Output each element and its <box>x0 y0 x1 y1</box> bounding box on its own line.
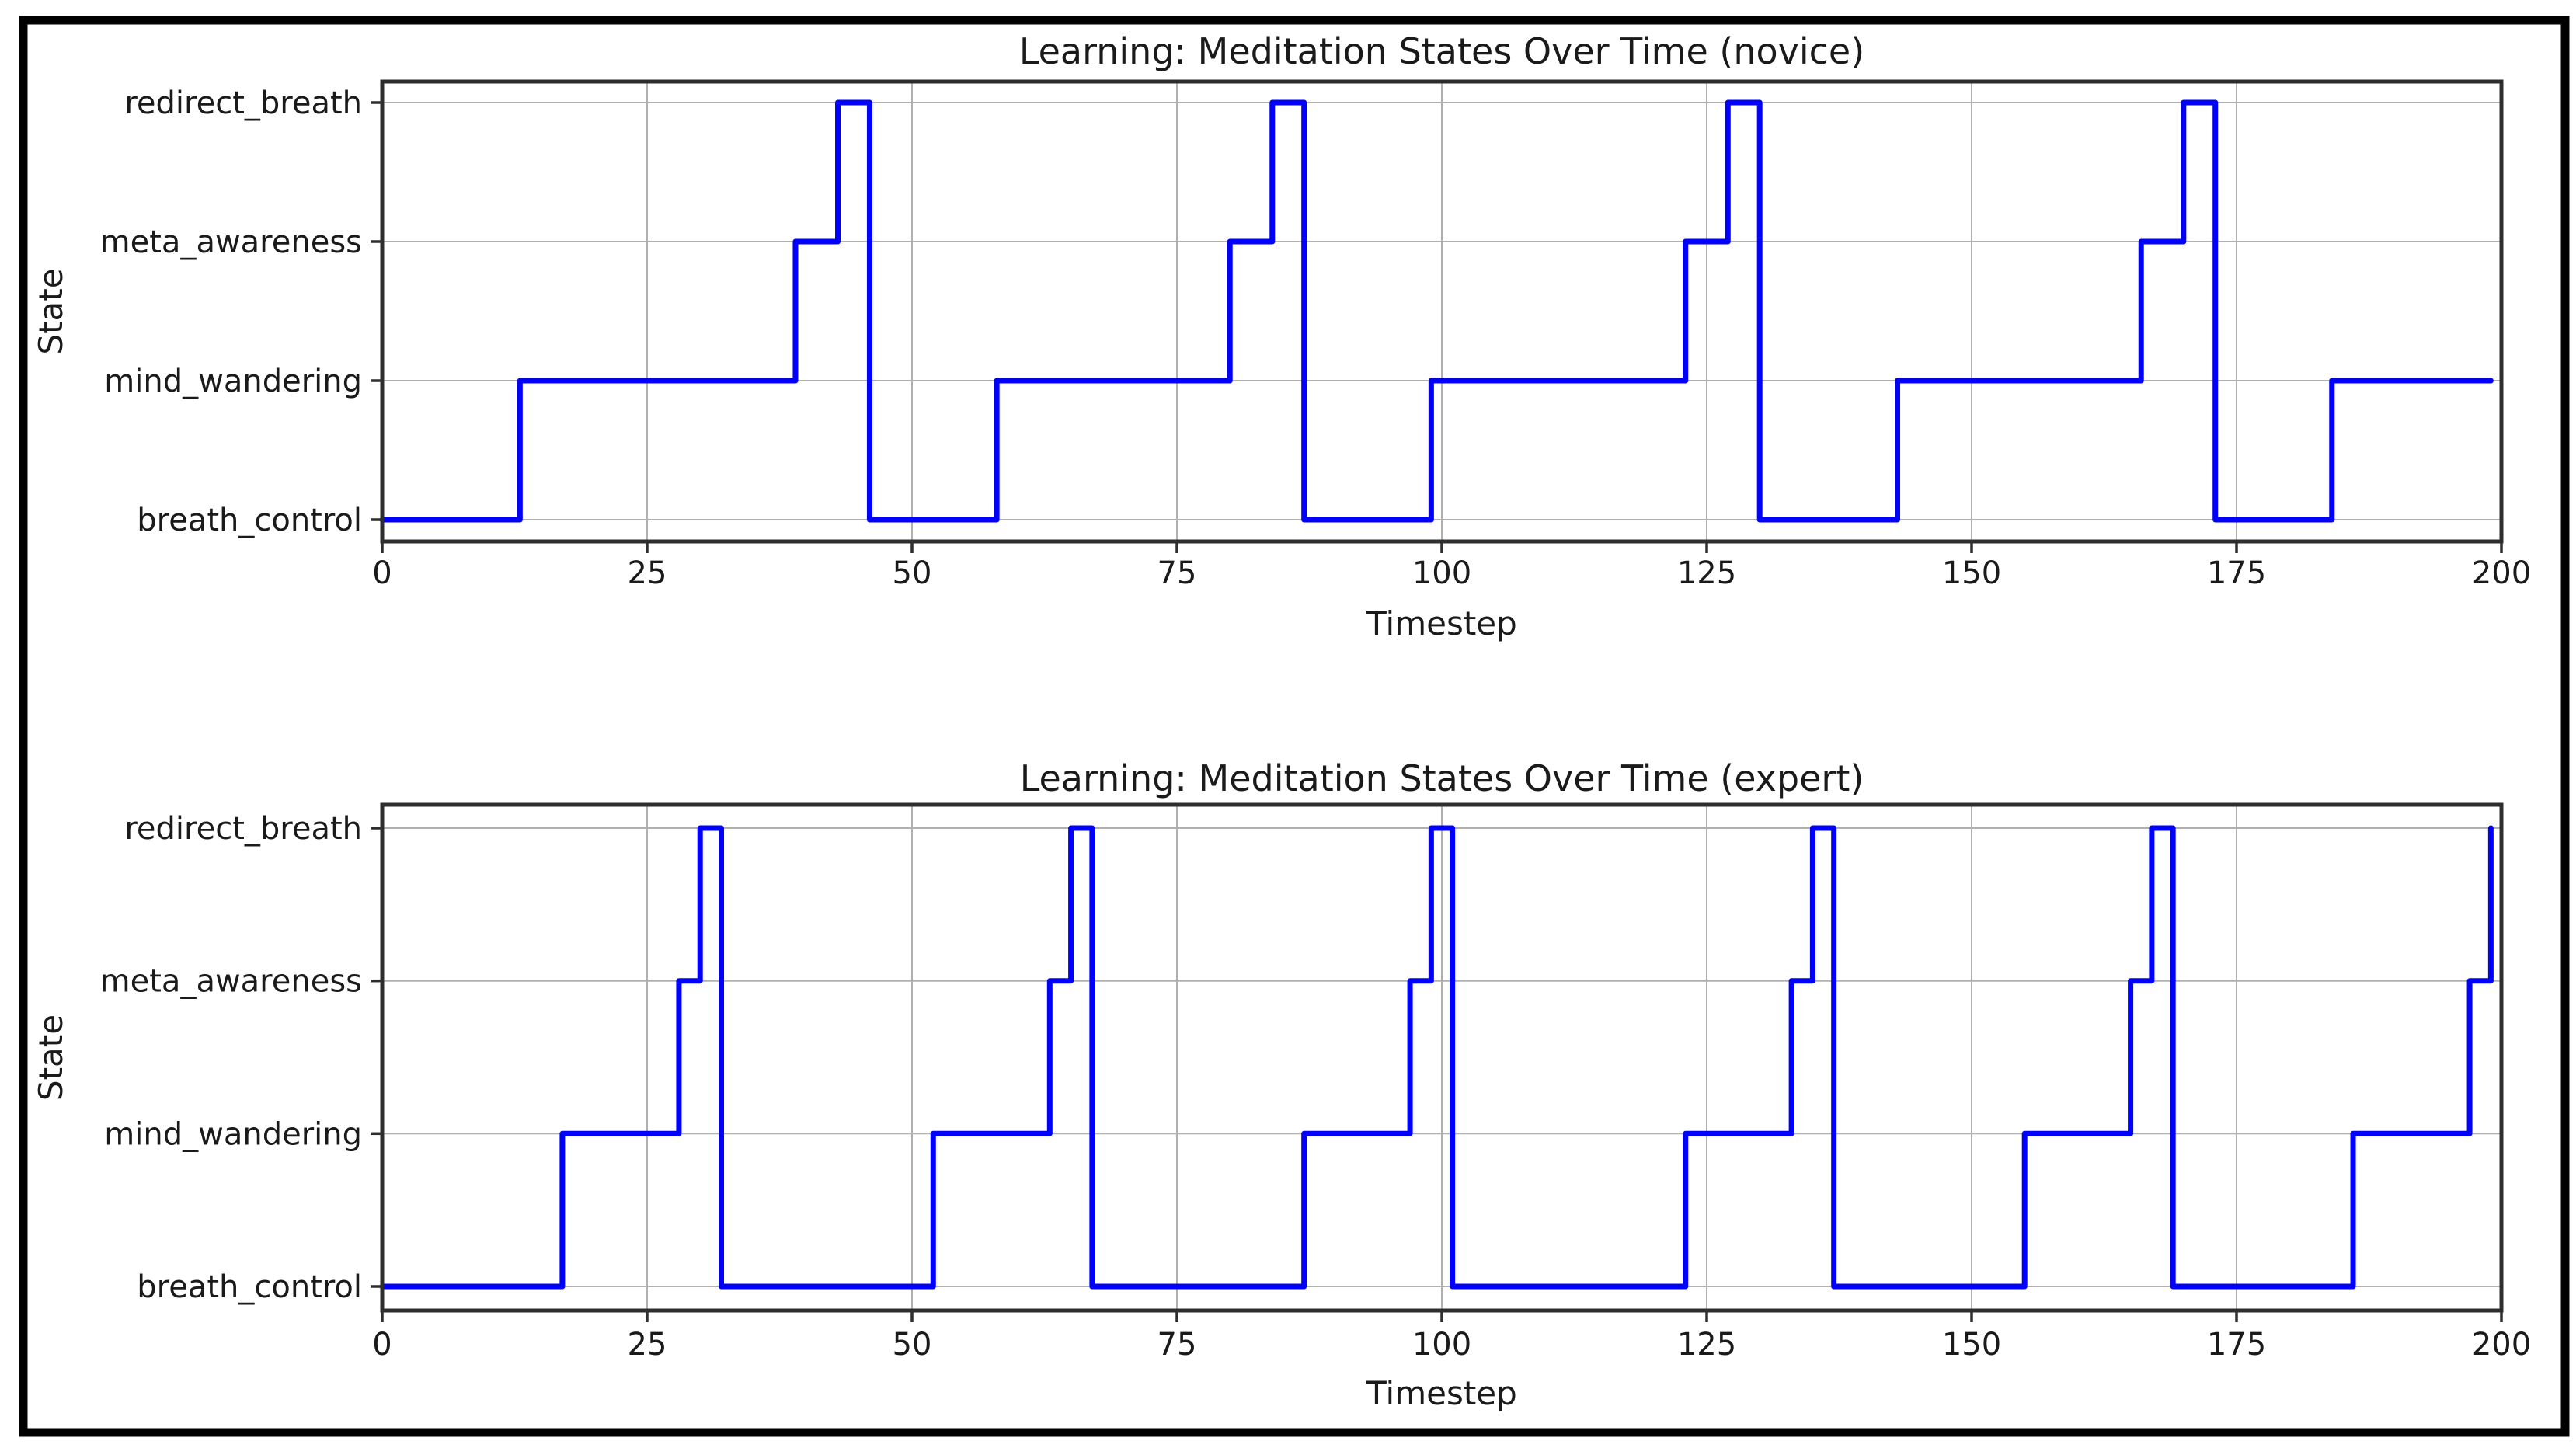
x-tick-label: 25 <box>628 1327 667 1363</box>
figure-border <box>19 16 2570 1437</box>
plot-title: Learning: Meditation States Over Time (e… <box>1020 757 1864 799</box>
x-tick-label: 175 <box>2207 555 2266 591</box>
x-tick-label: 0 <box>372 1327 392 1363</box>
y-state-label: meta_awareness <box>100 225 362 260</box>
x-axis-label: Timestep <box>1366 1374 1517 1412</box>
x-tick-label: 125 <box>1677 1327 1736 1363</box>
state-step-line <box>379 99 2494 523</box>
x-tick-label: 75 <box>1157 1327 1197 1363</box>
x-tick-label: 125 <box>1677 555 1736 591</box>
y-state-label: mind_wandering <box>104 1116 362 1152</box>
y-state-label: breath_control <box>137 503 362 538</box>
y-axis-label: State <box>32 268 70 354</box>
x-tick-label: 150 <box>1942 1327 2001 1363</box>
y-state-label: mind_wandering <box>104 364 362 399</box>
x-tick-label: 100 <box>1412 555 1471 591</box>
y-state-label: redirect_breath <box>124 811 362 847</box>
y-state-label: redirect_breath <box>124 85 362 121</box>
x-tick-label: 75 <box>1157 555 1197 591</box>
y-state-label: meta_awareness <box>100 964 362 1000</box>
plot-title: Learning: Meditation States Over Time (n… <box>1019 30 1864 72</box>
x-axis-label: Timestep <box>1366 604 1517 642</box>
x-tick-label: 200 <box>2472 555 2531 591</box>
x-tick-label: 150 <box>1942 555 2001 591</box>
y-state-label: breath_control <box>137 1269 362 1305</box>
plot-novice: 0 25 50 75 100 125 150 175 200 breath_control mind… <box>32 30 2531 642</box>
state-step-line <box>379 825 2494 1290</box>
x-tick-label: 50 <box>893 555 932 591</box>
plot-expert: 0 25 50 75 100 125 150 175 200 breath_control mind… <box>32 757 2531 1412</box>
x-tick-label: 200 <box>2472 1327 2531 1363</box>
x-tick-label: 50 <box>893 1327 932 1363</box>
y-axis-label: State <box>32 1015 70 1101</box>
x-tick-label: 25 <box>628 555 667 591</box>
x-tick-label: 100 <box>1412 1327 1471 1363</box>
x-tick-label: 175 <box>2207 1327 2266 1363</box>
x-tick-label: 0 <box>372 555 392 591</box>
